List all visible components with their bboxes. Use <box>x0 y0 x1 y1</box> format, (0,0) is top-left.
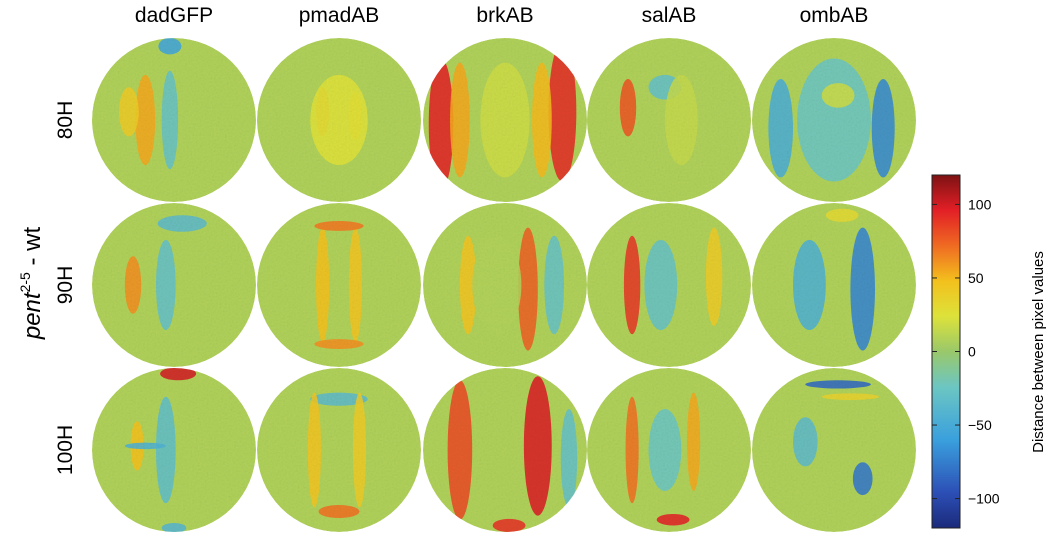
panel-100H-brkAB <box>423 368 587 532</box>
panel-texture <box>423 203 587 367</box>
group-label-sup: 2-5 <box>17 272 33 292</box>
colorbar-tick-label: 50 <box>968 270 984 286</box>
colorbar-tick-label: 0 <box>968 344 976 360</box>
panel-texture <box>257 203 421 367</box>
heatmap-panels <box>92 38 916 532</box>
panel-texture <box>752 203 916 367</box>
panel-texture <box>423 38 587 202</box>
panel-100H-ombAB <box>752 368 916 532</box>
panel-90H-ombAB <box>752 203 916 367</box>
colorbar-label: Distance between pixel values <box>1030 251 1047 453</box>
panel-texture <box>752 38 916 202</box>
column-title-ombAB: ombAB <box>800 4 869 27</box>
group-label: pent2-5 - wt <box>17 227 46 341</box>
column-title-pmadAB: pmadAB <box>299 4 380 27</box>
panel-texture <box>92 368 256 532</box>
panel-90H-pmadAB <box>257 203 421 367</box>
panel-80H-salAB <box>587 38 751 202</box>
group-label-base: pent <box>19 291 46 340</box>
panel-texture <box>92 38 256 202</box>
panel-80H-brkAB <box>423 38 587 202</box>
panel-80H-dadGFP <box>92 38 256 202</box>
panel-texture <box>587 368 751 532</box>
column-title-brkAB: brkAB <box>476 4 533 27</box>
colorbar-tick-label: 100 <box>968 196 992 212</box>
row-label-80H: 80H <box>54 101 77 140</box>
panel-texture <box>92 203 256 367</box>
panel-80H-ombAB <box>752 38 916 202</box>
column-title-dadGFP: dadGFP <box>135 4 213 27</box>
colorbar-ticks: 100 50 0 −50 −100 <box>932 196 1000 507</box>
panel-texture <box>587 203 751 367</box>
panel-80H-pmadAB <box>257 38 421 202</box>
panel-texture <box>587 38 751 202</box>
panel-texture <box>257 368 421 532</box>
column-title-salAB: salAB <box>642 4 697 27</box>
panel-90H-salAB <box>587 203 751 367</box>
panel-100H-dadGFP <box>92 368 256 532</box>
panel-texture <box>257 38 421 202</box>
panel-100H-pmadAB <box>257 368 421 532</box>
row-label-100H: 100H <box>54 425 77 475</box>
group-label-suffix: - wt <box>19 227 46 273</box>
colorbar-tick-label: −50 <box>968 417 992 433</box>
colorbar-tick-label: −100 <box>968 491 1000 507</box>
panel-90H-brkAB <box>423 203 587 367</box>
panel-texture <box>423 368 587 532</box>
row-label-90H: 90H <box>54 266 77 305</box>
panel-texture <box>752 368 916 532</box>
colorbar: 100 50 0 −50 −100 Distance between pixel val… <box>931 174 1047 529</box>
panel-90H-dadGFP <box>92 203 256 367</box>
panel-100H-salAB <box>587 368 751 532</box>
